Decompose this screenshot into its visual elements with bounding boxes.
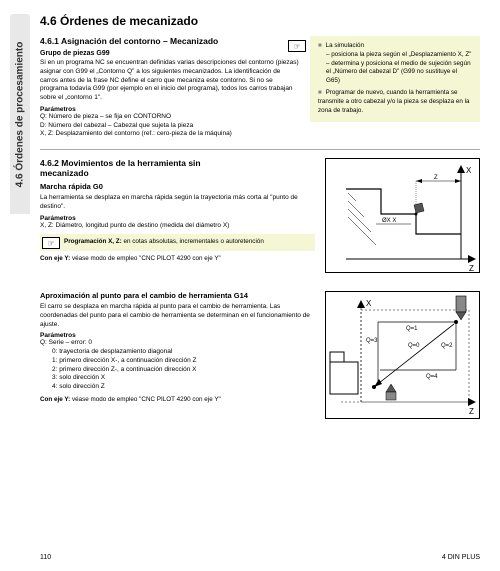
page-footer: 110 4 DIN PLUS (40, 554, 480, 561)
hand-icon: ☞ (42, 237, 60, 249)
axis-z: Z (469, 407, 474, 416)
hand-icon: ☞ (288, 40, 306, 52)
page-content: 4.6 Órdenes de mecanizado 4.6.1 Asignaci… (40, 14, 480, 419)
simulation-note: ☞ ■ La simulación – posiciona la pieza s… (310, 36, 480, 122)
section-2-heading: 4.6.2 Movimientos de la herramienta sin … (40, 158, 240, 178)
lbl-q0: Q=0 (408, 343, 420, 349)
section-1-params-label: Parámetros (40, 106, 300, 113)
section-1-text: 4.6.1 Asignación del contorno – Mecaniza… (40, 36, 300, 139)
section-3-o0: 0: trayectoria de desplazamiento diagona… (40, 348, 315, 357)
section-3-o3: 3: solo dirección X (40, 374, 315, 383)
section-3-o1: 1: primero dirección X-, a continuación … (40, 357, 315, 366)
page-title: 4.6 Órdenes de mecanizado (40, 14, 480, 28)
section-1-p3: X, Z: Desplazamiento del contorno (ref.:… (40, 130, 300, 139)
section-1-body: Si en un programa NC se encuentran defin… (40, 59, 300, 103)
section-1-note-col: ☞ ■ La simulación – posiciona la pieza s… (310, 36, 480, 139)
note-l4: ■ Programar de nuevo, cuando la herramie… (318, 89, 472, 115)
section-1-p1: Q: Número de pieza – se fija en CONTORNO (40, 113, 300, 122)
axis-z: Z (469, 264, 474, 273)
section-1-p2: D: Número del cabezal – Cabezal que suje… (40, 122, 300, 131)
section-1-sub: Grupo de piezas G99 (40, 50, 300, 57)
section-2-body: La herramienta se desplaza en marcha ráp… (40, 194, 315, 212)
figure-g14: X Z (325, 291, 480, 419)
section-2-inline-note: ☞ Programación X, Z: en cotas absolutas,… (40, 234, 315, 251)
section-3-o4: 4: solo dirección Z (40, 383, 315, 392)
lbl-q4: Q=4 (426, 374, 438, 380)
inline-note-bold: Programación X, Z: (64, 238, 122, 245)
lbl-q1: Q=1 (406, 326, 418, 332)
section-2-params-label: Parámetros (40, 215, 315, 222)
section-2-fig-col: X Z Z (325, 158, 480, 273)
section-3-fig-col: X Z (325, 291, 480, 419)
section-2: 4.6.2 Movimientos de la herramienta sin … (40, 158, 480, 273)
note-l2: – posiciona la pieza según el „Desplazam… (318, 51, 472, 60)
section-1: 4.6.1 Asignación del contorno – Mecaniza… (40, 36, 480, 139)
section-2-ejey: Con eje Y: Con eje Y: véase modo de empl… (40, 255, 315, 262)
side-tab-label: 4.6 Órdenes de procesamiento (15, 41, 26, 187)
section-3-params-label: Parámetros (40, 332, 315, 339)
inline-note-text: en cotas absolutas, incrementales o auto… (123, 238, 263, 245)
section-3: Aproximación al punto para el cambio de … (40, 291, 480, 419)
section-3-ejey: Con eje Y: véase modo de empleo "CNC PIL… (40, 396, 315, 403)
section-2-p1: X, Z: Diámetro, longitud punto de destin… (40, 222, 315, 231)
axis-x: X (466, 166, 472, 175)
lbl-q3: Q=3 (366, 338, 378, 344)
section-3-text: Aproximación al punto para el cambio de … (40, 291, 315, 419)
axis-x: X (366, 299, 372, 308)
section-1-heading: 4.6.1 Asignación del contorno – Mecaniza… (40, 36, 300, 46)
section-2-sub: Marcha rápida G0 (40, 182, 315, 191)
lbl-q2: Q=2 (441, 343, 453, 349)
dim-x: ØX X (382, 218, 396, 224)
section-3-heading: Aproximación al punto para el cambio de … (40, 291, 260, 300)
section-3-p1: Q: Serie – error: 0 (40, 339, 315, 348)
separator-1 (40, 149, 480, 150)
side-tab: 4.6 Órdenes de procesamiento (10, 14, 30, 214)
section-3-o2: 2: primero dirección Z-, a continuación … (40, 366, 315, 375)
section-3-body: El carro se desplaza en marcha rápida al… (40, 303, 315, 329)
note-l3: – determina y posiciona el medio de suje… (318, 60, 472, 86)
chapter-label: 4 DIN PLUS (442, 554, 480, 561)
page-number: 110 (40, 554, 51, 561)
figure-g0: X Z Z (325, 158, 480, 273)
note-l1: ■ La simulación (318, 42, 472, 51)
figure-g14-svg: X Z (326, 292, 481, 420)
section-2-text: 4.6.2 Movimientos de la herramienta sin … (40, 158, 315, 273)
figure-g0-svg: X Z Z (326, 159, 481, 274)
dim-z: Z (434, 175, 438, 181)
